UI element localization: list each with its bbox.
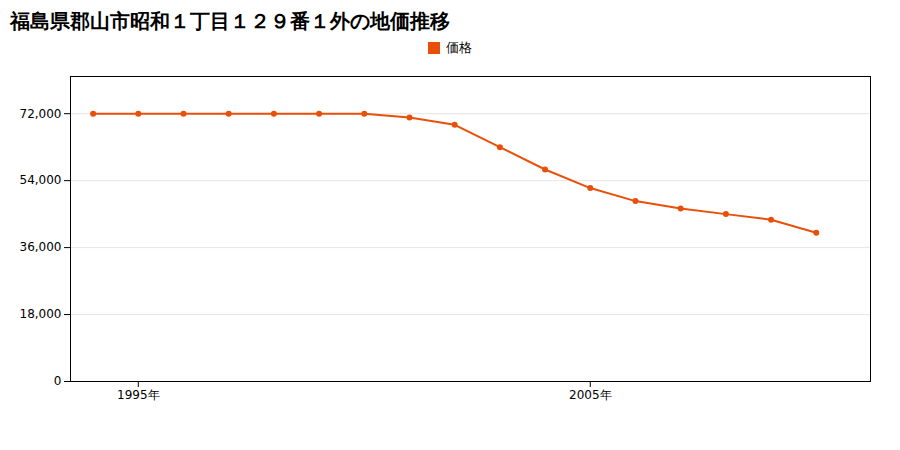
svg-text:36,000: 36,000: [20, 240, 62, 254]
svg-text:1995年: 1995年: [117, 388, 160, 402]
html-text:福島県郡山市昭和１丁目１２９番１外の地価推移: 福島県郡山市昭和１丁目１２９番１外の地価推移: [10, 9, 450, 33]
svg-text:54,000: 54,000: [20, 173, 62, 187]
svg-text:18,000: 18,000: [20, 307, 62, 321]
svg-text:72,000: 72,000: [20, 107, 62, 121]
svg-text:2005年: 2005年: [569, 388, 612, 402]
html-text:価格: 価格: [446, 40, 472, 55]
svg-text:0: 0: [54, 374, 62, 388]
